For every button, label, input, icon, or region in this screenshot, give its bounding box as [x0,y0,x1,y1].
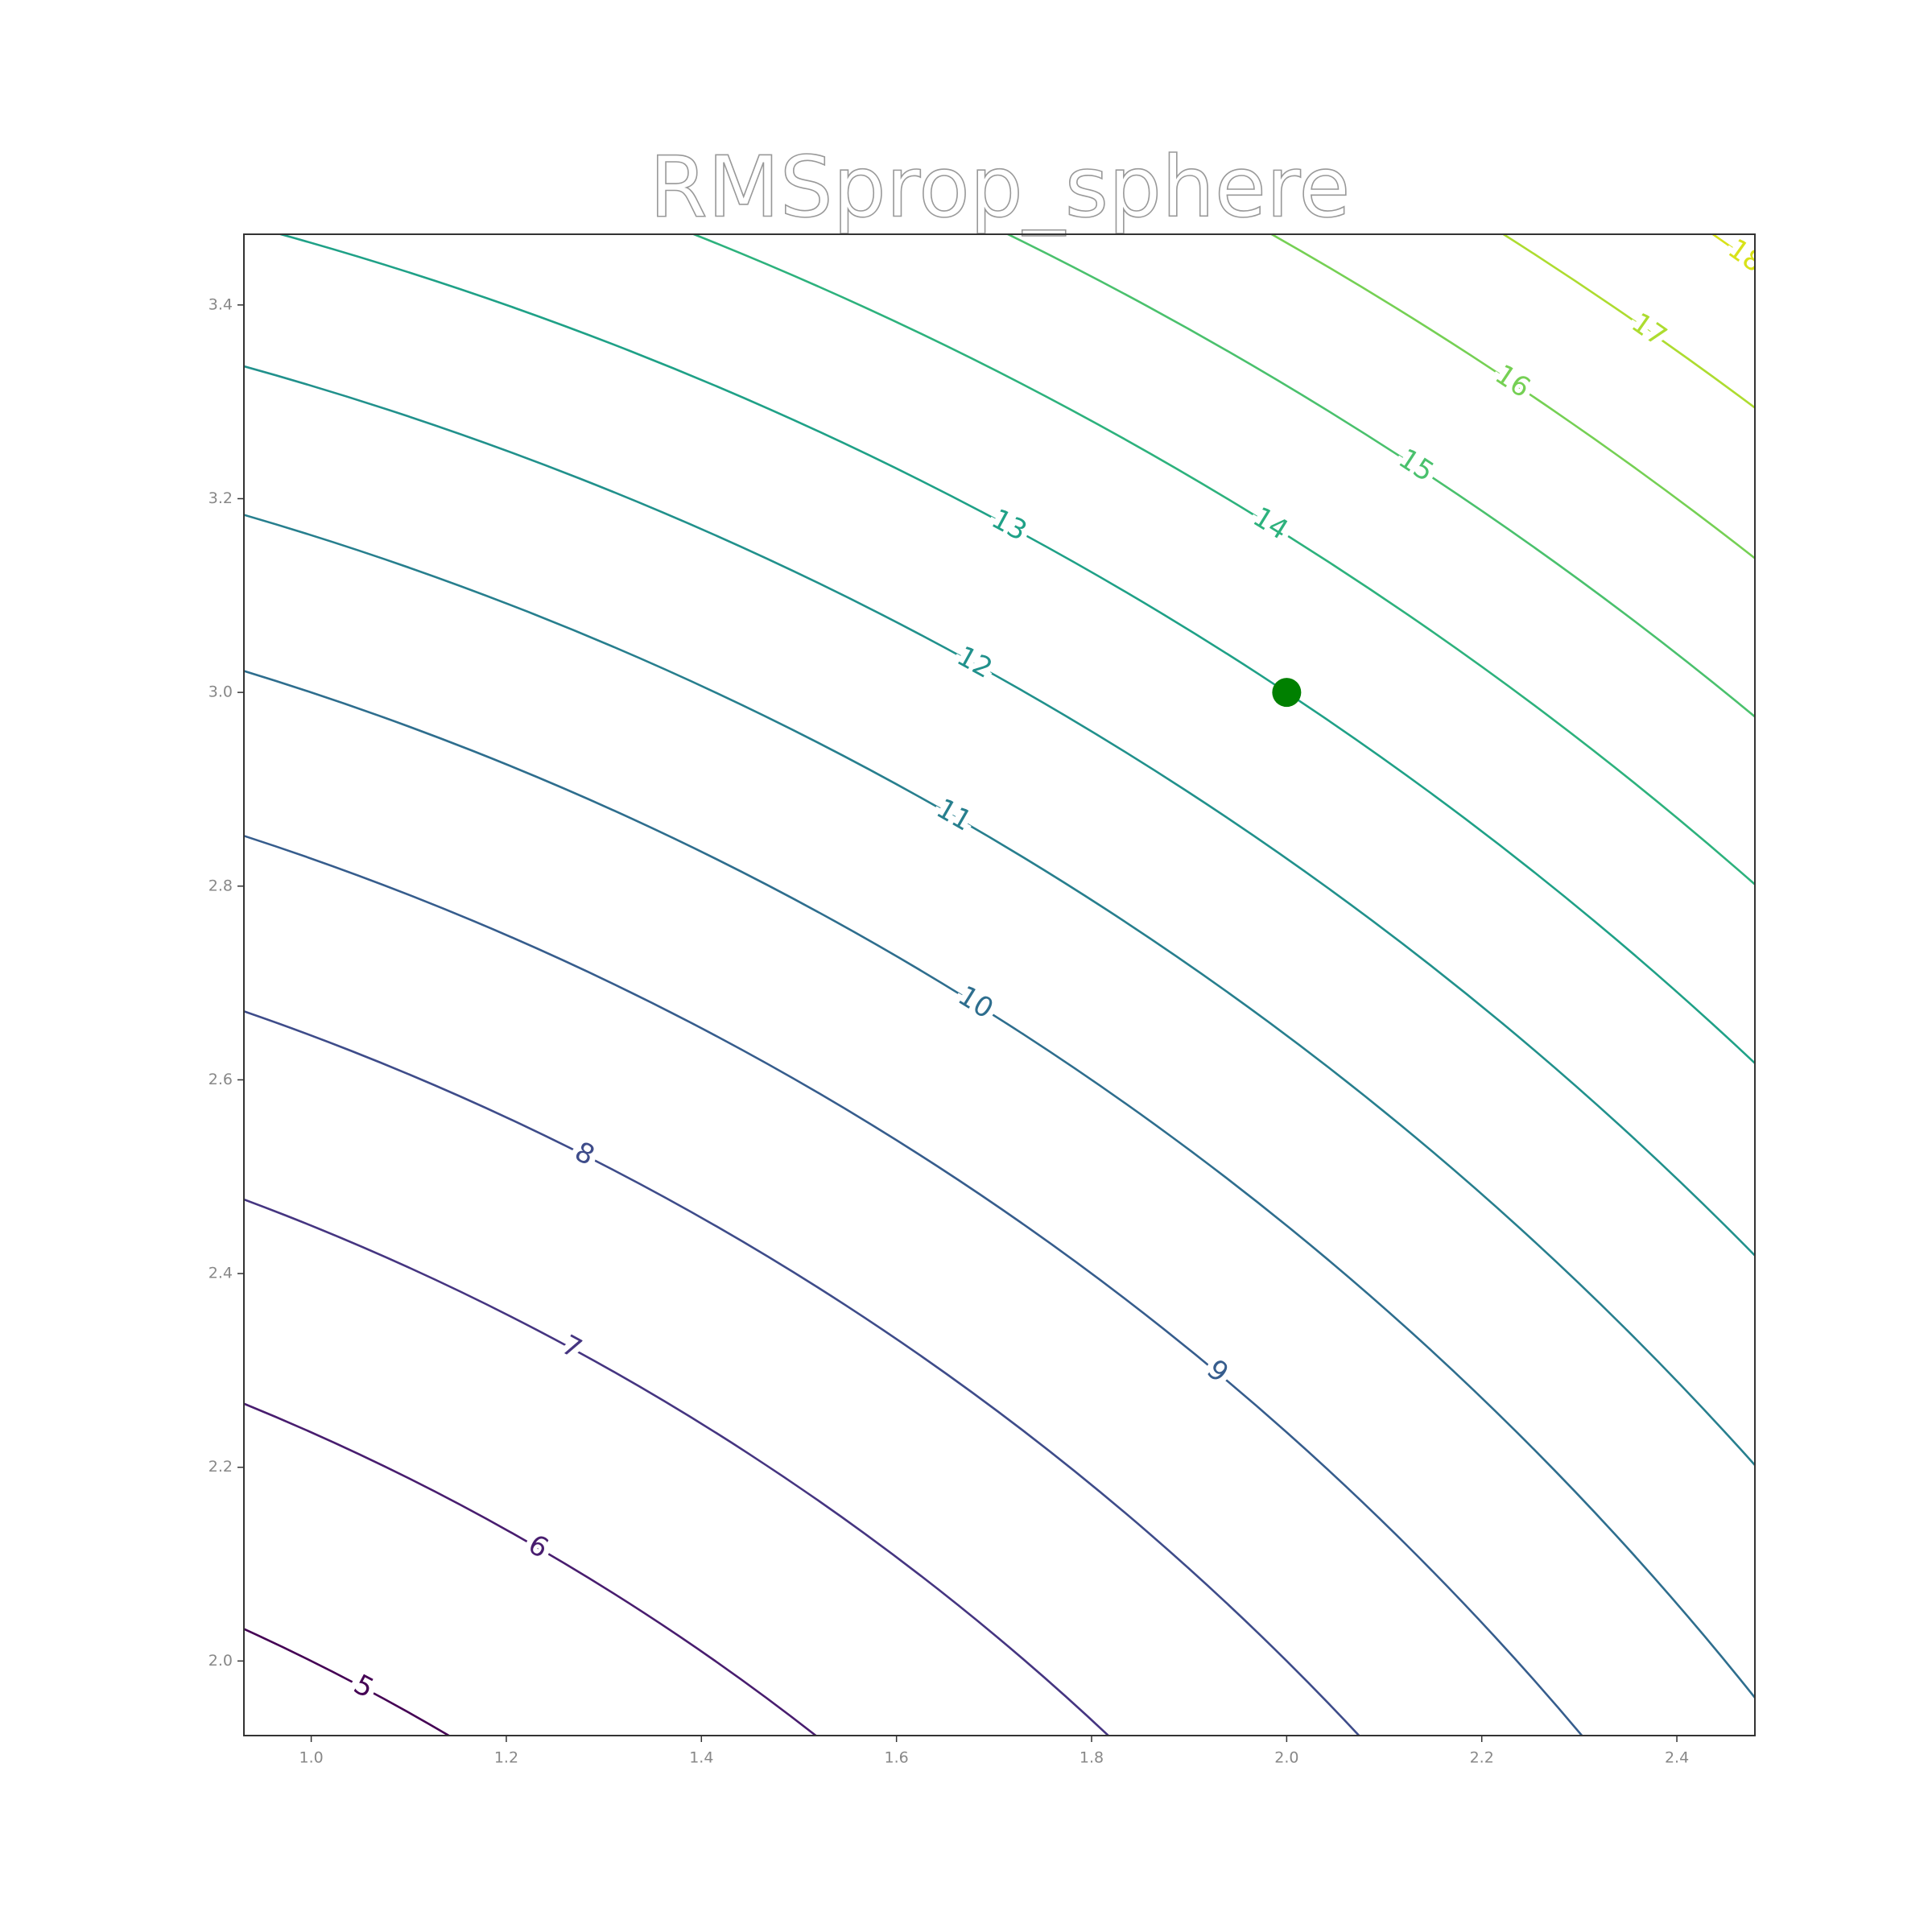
contour-label: 17 [1625,307,1672,353]
x-tick-label: 2.2 [1470,1749,1494,1767]
contour-label: 6 [522,1529,554,1565]
point [1272,678,1302,708]
y-tick-label: 3.2 [208,489,233,507]
contour-line [244,1010,1360,1736]
contour-label: 11 [931,792,976,837]
x-tick-label: 2.4 [1665,1749,1689,1767]
x-tick-label: 1.8 [1080,1749,1104,1767]
x-tick-label: 1.4 [689,1749,713,1767]
y-tick-label: 3.4 [208,295,233,313]
y-tick-label: 2.2 [208,1458,233,1476]
contour-label: 5 [349,1668,379,1704]
contour-label: 10 [952,980,999,1026]
y-tick-label: 2.0 [208,1652,233,1670]
contour-label: 18 [1722,233,1769,279]
contour-line [244,514,1755,1468]
y-tick-label: 3.0 [208,683,233,701]
chart-title: RMSprop_sphere [650,138,1351,236]
y-tick-label: 2.4 [208,1265,233,1282]
x-tick-label: 2.0 [1274,1749,1298,1767]
contour-label: 7 [556,1329,587,1365]
contour-line [244,1628,450,1736]
x-tick-label: 1.2 [494,1749,518,1767]
contour-label: 13 [986,502,1032,547]
contour-line [244,1199,1110,1736]
contour-label: 14 [1247,501,1294,547]
contour-line [244,671,1755,1700]
contour-line [244,835,1583,1736]
contour-label: 16 [1489,358,1536,404]
contour-label: 8 [570,1136,600,1172]
x-tick-label: 1.6 [885,1749,909,1767]
contour-label: 12 [952,640,997,685]
x-tick-label: 1.0 [299,1749,324,1767]
contour-line [244,1403,817,1736]
contour-line [244,365,1755,1258]
y-tick-label: 2.6 [208,1071,233,1088]
axes-frame [243,233,1756,1736]
y-tick-label: 2.8 [208,877,233,894]
contour-label: 15 [1393,443,1439,489]
